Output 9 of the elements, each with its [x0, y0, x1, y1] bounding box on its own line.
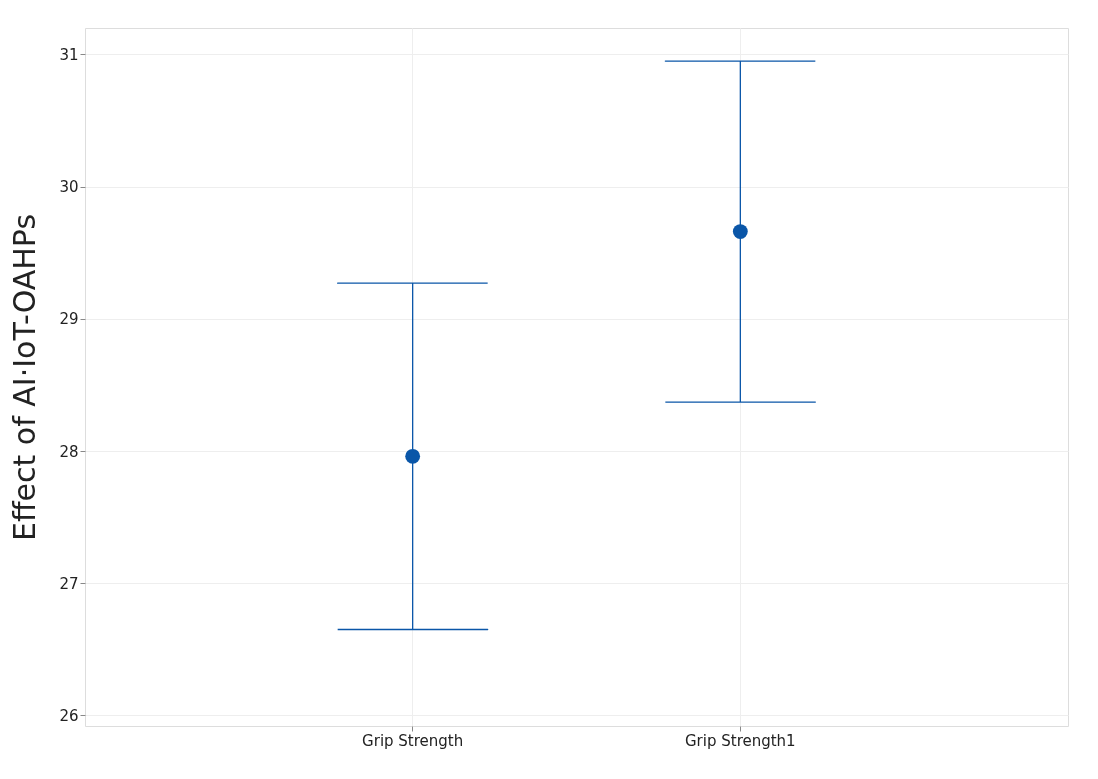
x-tick-label: Grip Strength	[362, 731, 464, 750]
x-tick-label: Grip Strength1	[684, 731, 796, 750]
y-tick-label: 26	[59, 706, 79, 725]
y-tick-label: 29	[59, 310, 79, 329]
y-tick-label: 28	[59, 442, 79, 461]
y-axis-title: Effect of AI·IoT-OAHPs	[7, 213, 43, 542]
y-tick-label: 30	[59, 178, 79, 197]
y-tick-label: 27	[59, 574, 79, 593]
y-tick-label: 31	[59, 45, 79, 64]
